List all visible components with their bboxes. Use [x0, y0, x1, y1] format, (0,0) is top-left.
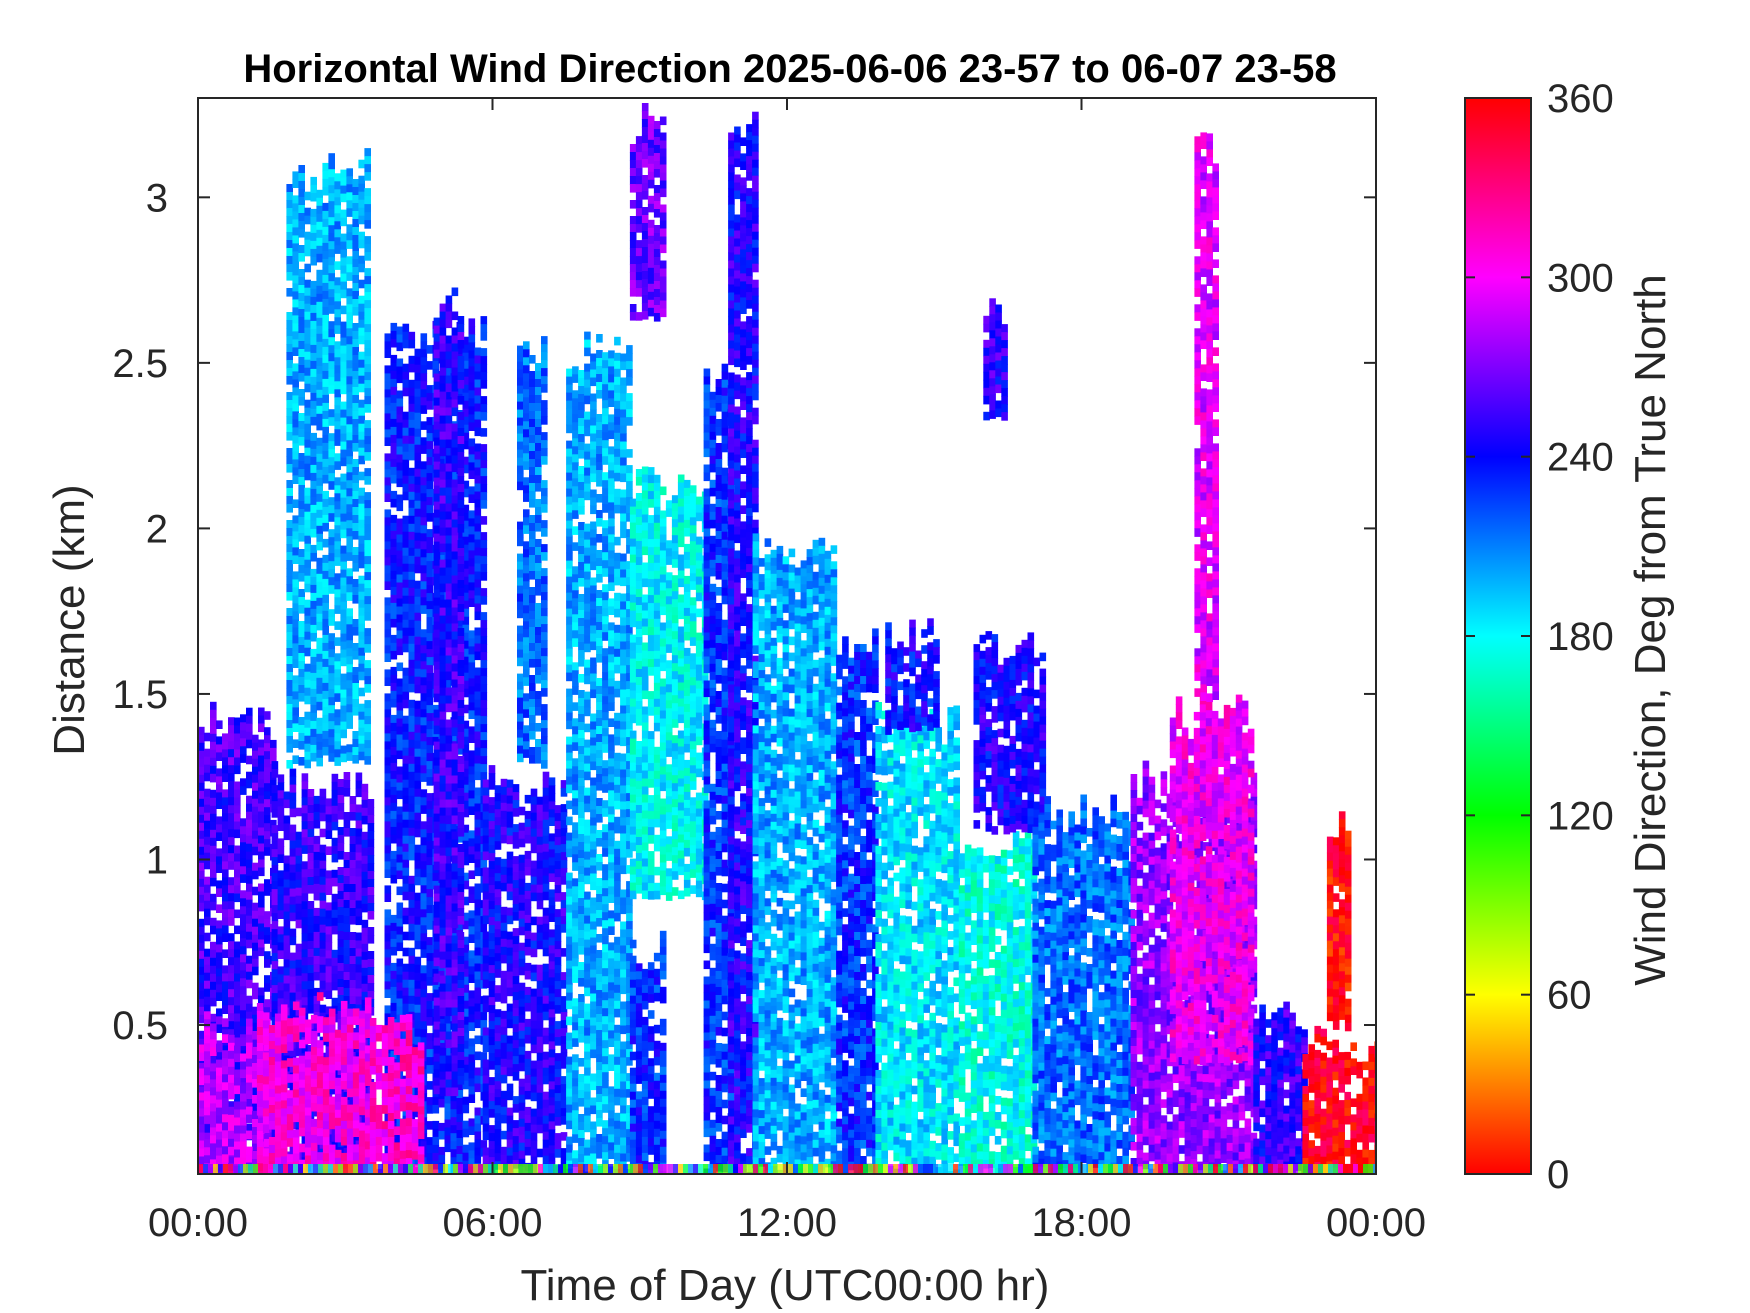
colorbar-gradient [1465, 98, 1531, 1174]
heatmap-region-8 [482, 765, 568, 1174]
y-tick-label: 2.5 [112, 342, 168, 386]
heatmap-region-20 [958, 830, 1038, 1174]
y-tick-label: 3 [146, 176, 168, 220]
heatmap-region-27 [1253, 1001, 1308, 1174]
y-tick-label: 1 [146, 838, 168, 882]
heatmap-region-23 [1032, 794, 1135, 1174]
x-tick-label: 12:00 [737, 1201, 837, 1245]
x-tick-label: 18:00 [1031, 1201, 1131, 1245]
heatmap-region-11 [629, 930, 667, 1174]
x-tick-label: 06:00 [442, 1201, 542, 1245]
heatmap-region-21 [973, 631, 1047, 835]
x-tick-label: 00:00 [148, 1201, 248, 1245]
colorbar-tick-label: 240 [1547, 436, 1614, 480]
x-tick-label: 00:00 [1326, 1201, 1426, 1245]
heatmap-cells [198, 103, 1376, 1174]
heatmap-region-10 [566, 331, 633, 1174]
colorbar-tick-label: 300 [1547, 256, 1614, 300]
colorbar: 0 60 120 180 240 300 360 [1464, 77, 1614, 1197]
x-axis-title: Time of Day (UTC00:00 hr) [521, 1261, 1050, 1310]
heatmap-region-17 [836, 628, 879, 1174]
heatmap-region-6 [433, 287, 465, 1097]
y-axis-title: Distance (km) [45, 484, 94, 755]
colorbar-tick-label: 60 [1547, 974, 1592, 1018]
heatmap-region-12 [629, 466, 709, 901]
chart-title: Horizontal Wind Direction 2025-06-06 23-… [243, 47, 1336, 91]
x-axis: 00:00 06:00 12:00 18:00 00:00 [148, 98, 1426, 1245]
y-tick-label: 0.5 [112, 1004, 168, 1048]
y-tick-label: 2 [146, 507, 168, 551]
colorbar-tick-label: 360 [1547, 77, 1614, 121]
heatmap-region-22 [983, 298, 1008, 421]
heatmap-region-13 [629, 103, 667, 322]
heatmap-region-18 [875, 702, 960, 1174]
colorbar-tick-label: 120 [1547, 794, 1614, 838]
heatmap-region-26 [1194, 132, 1219, 702]
colorbar-tick-label: 180 [1547, 615, 1614, 659]
heatmap-region-19 [885, 618, 940, 735]
plot-area [197, 97, 1377, 1175]
heatmap-region-25 [1169, 694, 1255, 1066]
colorbar-tick-label: 0 [1547, 1153, 1569, 1197]
surface-speckle [198, 1164, 1376, 1174]
heatmap-region-29 [1326, 811, 1352, 1032]
colorbar-title: Wind Direction, Deg from True North [1626, 274, 1675, 986]
heatmap-region-4 [286, 148, 371, 769]
heatmap-region-28 [1302, 1025, 1376, 1174]
heatmap-region-16 [752, 533, 838, 1174]
heatmap-region-9 [517, 336, 548, 769]
y-tick-label: 1.5 [112, 673, 168, 717]
y-axis: 0.5 1 1.5 2 2.5 3 [112, 176, 1376, 1048]
